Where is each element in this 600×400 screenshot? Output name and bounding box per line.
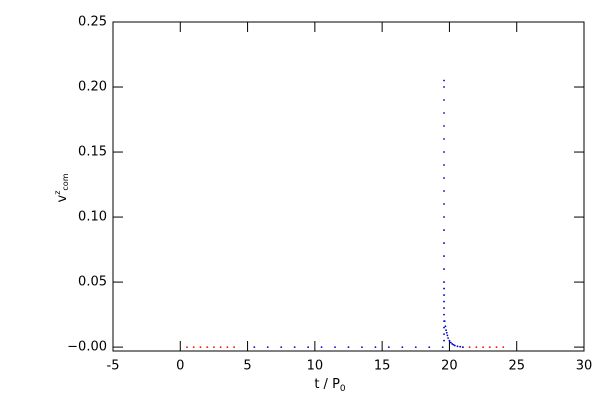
data-point <box>253 346 256 348</box>
y-tick-label: 0.20 <box>78 80 107 95</box>
data-point <box>443 307 445 309</box>
data-point <box>443 79 445 82</box>
y-label-sup: z <box>53 191 62 195</box>
data-point <box>443 255 445 257</box>
data-point <box>361 346 363 348</box>
data-point <box>443 313 445 316</box>
data-point <box>453 344 456 347</box>
data-point <box>401 346 404 348</box>
data-point <box>293 346 296 348</box>
data-point <box>186 346 188 348</box>
data-point <box>443 229 445 231</box>
data-point <box>443 164 445 166</box>
data-point <box>280 346 283 348</box>
data-point <box>445 329 447 332</box>
data-point <box>447 337 449 339</box>
data-point <box>347 346 350 348</box>
y-label-sub: com <box>61 173 70 190</box>
data-point <box>443 333 445 335</box>
data-point <box>446 334 449 337</box>
x-tick-label: 10 <box>307 359 324 374</box>
data-point <box>448 339 451 342</box>
data-point <box>449 341 452 344</box>
data-point <box>443 242 445 244</box>
data-point <box>495 346 498 348</box>
data-point <box>428 346 431 348</box>
y-tick-label: −0.00 <box>67 340 107 355</box>
data-point <box>387 346 390 348</box>
data-point <box>443 203 445 205</box>
data-point <box>226 346 229 348</box>
data-point <box>475 346 478 348</box>
x-tick-label: -5 <box>107 359 120 374</box>
data-point <box>199 346 202 348</box>
data-point <box>459 345 462 348</box>
x-label-sub: 0 <box>340 384 346 394</box>
x-tick-label: 25 <box>508 359 525 374</box>
x-tick-label: 0 <box>176 359 184 374</box>
data-point <box>266 346 269 348</box>
x-tick-label: 5 <box>243 359 251 374</box>
data-point <box>374 346 377 348</box>
data-point <box>334 346 336 348</box>
y-tick-label: 0.05 <box>78 275 107 290</box>
data-point <box>320 346 323 348</box>
data-point <box>414 346 417 348</box>
data-point <box>456 345 459 348</box>
data-point <box>443 138 445 140</box>
data-point <box>443 216 445 218</box>
data-point <box>461 346 464 348</box>
y-axis-label: vzcom <box>53 173 70 202</box>
data-point <box>213 346 215 348</box>
data-point <box>451 342 454 345</box>
data-point <box>307 346 310 348</box>
y-tick-label: 0.25 <box>78 15 107 30</box>
data-point <box>443 86 445 88</box>
data-point <box>441 346 444 348</box>
data-point <box>443 99 445 101</box>
x-tick-label: 15 <box>374 359 391 374</box>
data-point <box>443 339 445 342</box>
data-point <box>445 331 448 334</box>
data-point <box>192 346 195 348</box>
data-point <box>443 268 445 270</box>
data-point <box>443 320 446 322</box>
data-point <box>443 112 445 114</box>
data-point <box>443 177 445 179</box>
data-point <box>443 326 445 329</box>
y-tick-label: 0.15 <box>78 145 107 160</box>
data-point <box>488 346 491 348</box>
data-point <box>443 190 445 192</box>
data-point <box>468 346 471 348</box>
data-point <box>482 346 484 348</box>
data-point <box>443 125 445 127</box>
data-point <box>444 325 447 328</box>
data-point <box>219 346 222 348</box>
data-point <box>443 300 445 303</box>
data-point <box>452 343 455 346</box>
x-tick-label: 20 <box>441 359 458 374</box>
data-point <box>443 294 445 296</box>
x-label-main: t / P <box>314 377 340 392</box>
data-point <box>502 346 505 348</box>
data-point <box>443 287 445 290</box>
data-point <box>233 346 236 348</box>
plot-frame <box>112 21 585 352</box>
x-axis-label: t / P0 <box>314 377 346 394</box>
data-point <box>443 151 445 153</box>
y-tick-label: 0.10 <box>78 210 107 225</box>
data-point <box>443 281 445 283</box>
y-label-main: v <box>55 195 70 203</box>
x-tick-label: 30 <box>576 359 593 374</box>
data-point <box>206 346 209 348</box>
